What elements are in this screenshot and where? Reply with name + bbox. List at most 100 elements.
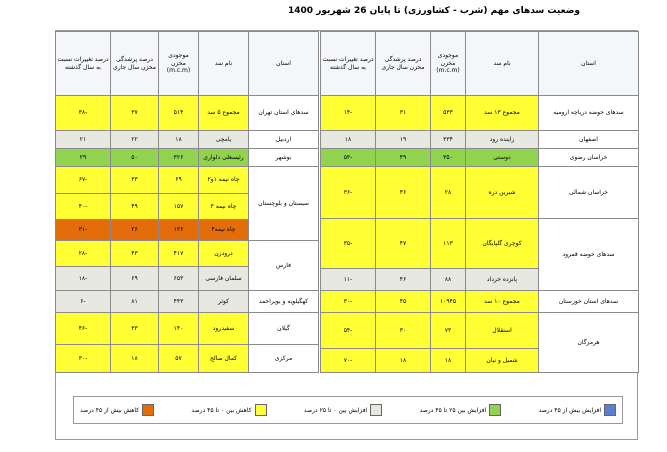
fill-cell: ۴۹: [110, 193, 159, 220]
dam-cell: استقلال: [465, 312, 539, 349]
volume-cell: ۱۸: [430, 348, 466, 373]
dam-cell: کوچری گلپایگان: [465, 218, 539, 269]
header-row: استان نام سد موجودی مخزن (m.c.m) درصد پرشدگ…: [55, 31, 319, 96]
legend-item: کاهش بین ۰ تا ۴۵ درصد: [191, 404, 267, 416]
header-cell: استان: [248, 31, 319, 96]
legend-label: کاهش بین ۰ تا ۴۵ درصد: [191, 406, 252, 414]
data-row: شمیل و نیان ۱۸ ۱۸ -۷۰: [320, 348, 639, 373]
volume-cell: ۱۴۰: [158, 312, 199, 345]
fill-cell: ۳۳: [110, 166, 159, 194]
change-cell: -۳۶: [320, 166, 376, 219]
province-cell: سیستان و بلوچستان: [248, 166, 319, 241]
legend-swatch: [489, 404, 502, 416]
province-cell: فارس: [248, 240, 319, 291]
data-row: اردبیل یامچی ۱۸ ۲۲ ۲۱: [55, 130, 319, 149]
volume-cell: ۲۸: [430, 166, 466, 219]
change-cell: -۷۰: [320, 348, 376, 373]
change-cell: -۲۸: [55, 240, 111, 267]
fill-cell: ۴۶: [375, 268, 431, 291]
fill-cell: ۴۵: [375, 290, 431, 313]
legend-swatch: [370, 404, 383, 416]
dam-cell: مجموع ۱۰ سد: [465, 290, 539, 313]
province-cell: گیلان: [248, 312, 319, 345]
volume-cell: ۱۰۹۴۵: [430, 290, 466, 313]
volume-cell: ۵۱۴: [158, 95, 199, 131]
header-row: استان نام سد موجودی مخزن (m.c.m) درصد پرشدگ…: [320, 31, 639, 96]
header-cell: استان: [538, 31, 639, 96]
header-cell: نام سد: [198, 31, 249, 96]
fill-cell: ۲۲: [110, 130, 159, 149]
data-row: اصفهان زاینده رود ۳۳۴ ۱۹ ۱۸: [320, 130, 639, 149]
fill-cell: ۵۰: [110, 148, 159, 167]
data-row: بوشهر رئیسعلی دلواری ۳۲۶ ۵۰ ۲۹: [55, 148, 319, 167]
province-cell: اصفهان: [538, 130, 639, 149]
legend-label: افزایش بیش از ۴۵ درصد: [538, 406, 601, 414]
dam-cell: چاه نیمه۴: [198, 219, 249, 241]
fill-cell: ۳۱: [375, 95, 431, 131]
province-cell: سدهای حوضه قمرود: [538, 218, 639, 291]
province-cell: سدهای حوضه دریاچه ارومیه: [538, 95, 639, 131]
volume-cell: ۸۸: [430, 268, 466, 291]
header-cell: درصد تغییرات نسبت به سال گذشته: [320, 31, 376, 96]
province-cell: سدهای استان خوزستان: [538, 290, 639, 313]
change-cell: ۲۹: [55, 148, 111, 167]
dam-cell: درودزن: [198, 240, 249, 267]
fill-cell: ۱۸: [375, 348, 431, 373]
province-cell: خراسان شمالی: [538, 166, 639, 219]
legend-swatch: [254, 404, 267, 416]
header-cell: درصد تغییرات نسبت به سال گذشته: [55, 31, 111, 96]
dam-table: استان نام سد موجودی مخزن (m.c.m) درصد پرشدگ…: [55, 31, 319, 373]
fill-cell: ۱۸: [110, 344, 159, 373]
change-cell: -۳۱: [55, 219, 111, 241]
change-cell: -۶۷: [55, 166, 111, 194]
change-cell: -۳۰: [55, 344, 111, 373]
volume-cell: ۳۲۶: [158, 148, 199, 167]
dam-cell: پانزده خرداد: [465, 268, 539, 291]
province-cell: هرمزگان: [538, 312, 639, 373]
volume-cell: ۵۳۳: [430, 95, 466, 131]
change-cell: -۱۴: [320, 95, 376, 131]
volume-cell: ۶۵۳: [158, 266, 199, 291]
data-row: سدهای حوضه قمرود کوچری گلپایگان ۱۱۳ ۴۷ -۳۵: [320, 218, 639, 291]
change-cell: ۲۱: [55, 130, 111, 149]
volume-cell: ۷۳: [430, 312, 466, 349]
dam-cell: کوثر: [198, 290, 249, 313]
fill-cell: ۴۹: [375, 148, 431, 167]
legend-item: افزایش بیش از ۴۵ درصد: [539, 404, 616, 416]
data-row: سدهای استان خوزستان مجموع ۱۰ سد ۱۰۹۴۵ ۴۵ -۳۰: [320, 290, 639, 313]
legend-label: کاهش بیش از ۴۵ درصد: [80, 406, 140, 414]
change-cell: -۴۶: [55, 312, 111, 345]
legend: افزایش بیش از ۴۵ درصد افزایش بین ۲۵ تا ۴۵…: [73, 396, 623, 424]
dam-cell: چاه نیمه ۱و۲: [198, 166, 249, 194]
volume-cell: ۱۸: [158, 130, 199, 149]
data-row: سیستان و بلوچستان چاه نیمه ۱و۲ ۶۹ ۳۳ -۶۷: [55, 166, 319, 241]
province-cell: مرکزی: [248, 344, 319, 373]
volume-cell: ۱۱۳: [430, 218, 466, 269]
data-row: سدهای استان تهران مجموع ۵ سد ۵۱۴ ۳۷ -۳۸: [55, 95, 319, 131]
fill-cell: ۴۶: [375, 166, 431, 219]
volume-cell: ۳۳۴: [430, 130, 466, 149]
legend-item: افزایش بین ۲۵ تا ۴۵ درصد: [420, 404, 502, 416]
legend-label: افزایش بین ۰ تا ۲۵ درصد: [303, 406, 368, 414]
province-cell: کهگیلویه و بویراحمد: [248, 290, 319, 313]
dam-cell: شیرین دره: [465, 166, 539, 219]
change-cell: -۵۳: [320, 148, 376, 167]
volume-cell: ۱۳۶: [158, 219, 199, 241]
fill-cell: ۱۹: [375, 130, 431, 149]
fill-cell: ۶۹: [110, 266, 159, 291]
change-cell: -۵۴: [320, 312, 376, 349]
province-cell: اردبیل: [248, 130, 319, 149]
fill-cell: ۳۷: [110, 95, 159, 131]
data-row: مرکزی کمال صالح ۵۷ ۱۸ -۳۰: [55, 344, 319, 373]
change-cell: -۳۵: [320, 218, 376, 269]
volume-cell: ۳۵۰: [430, 148, 466, 167]
fill-cell: ۳۳: [110, 312, 159, 345]
volume-cell: ۶۹: [158, 166, 199, 194]
dam-cell: دوستی: [465, 148, 539, 167]
legend-item: کاهش بیش از ۴۵ درصد: [80, 404, 155, 416]
header-cell: موجودی مخزن (m.c.m): [430, 31, 466, 96]
data-row: کهگیلویه و بویراحمد کوثر ۴۴۳ ۸۱ -۶: [55, 290, 319, 313]
volume-cell: ۵۷: [158, 344, 199, 373]
change-cell: -۱۸: [55, 266, 111, 291]
